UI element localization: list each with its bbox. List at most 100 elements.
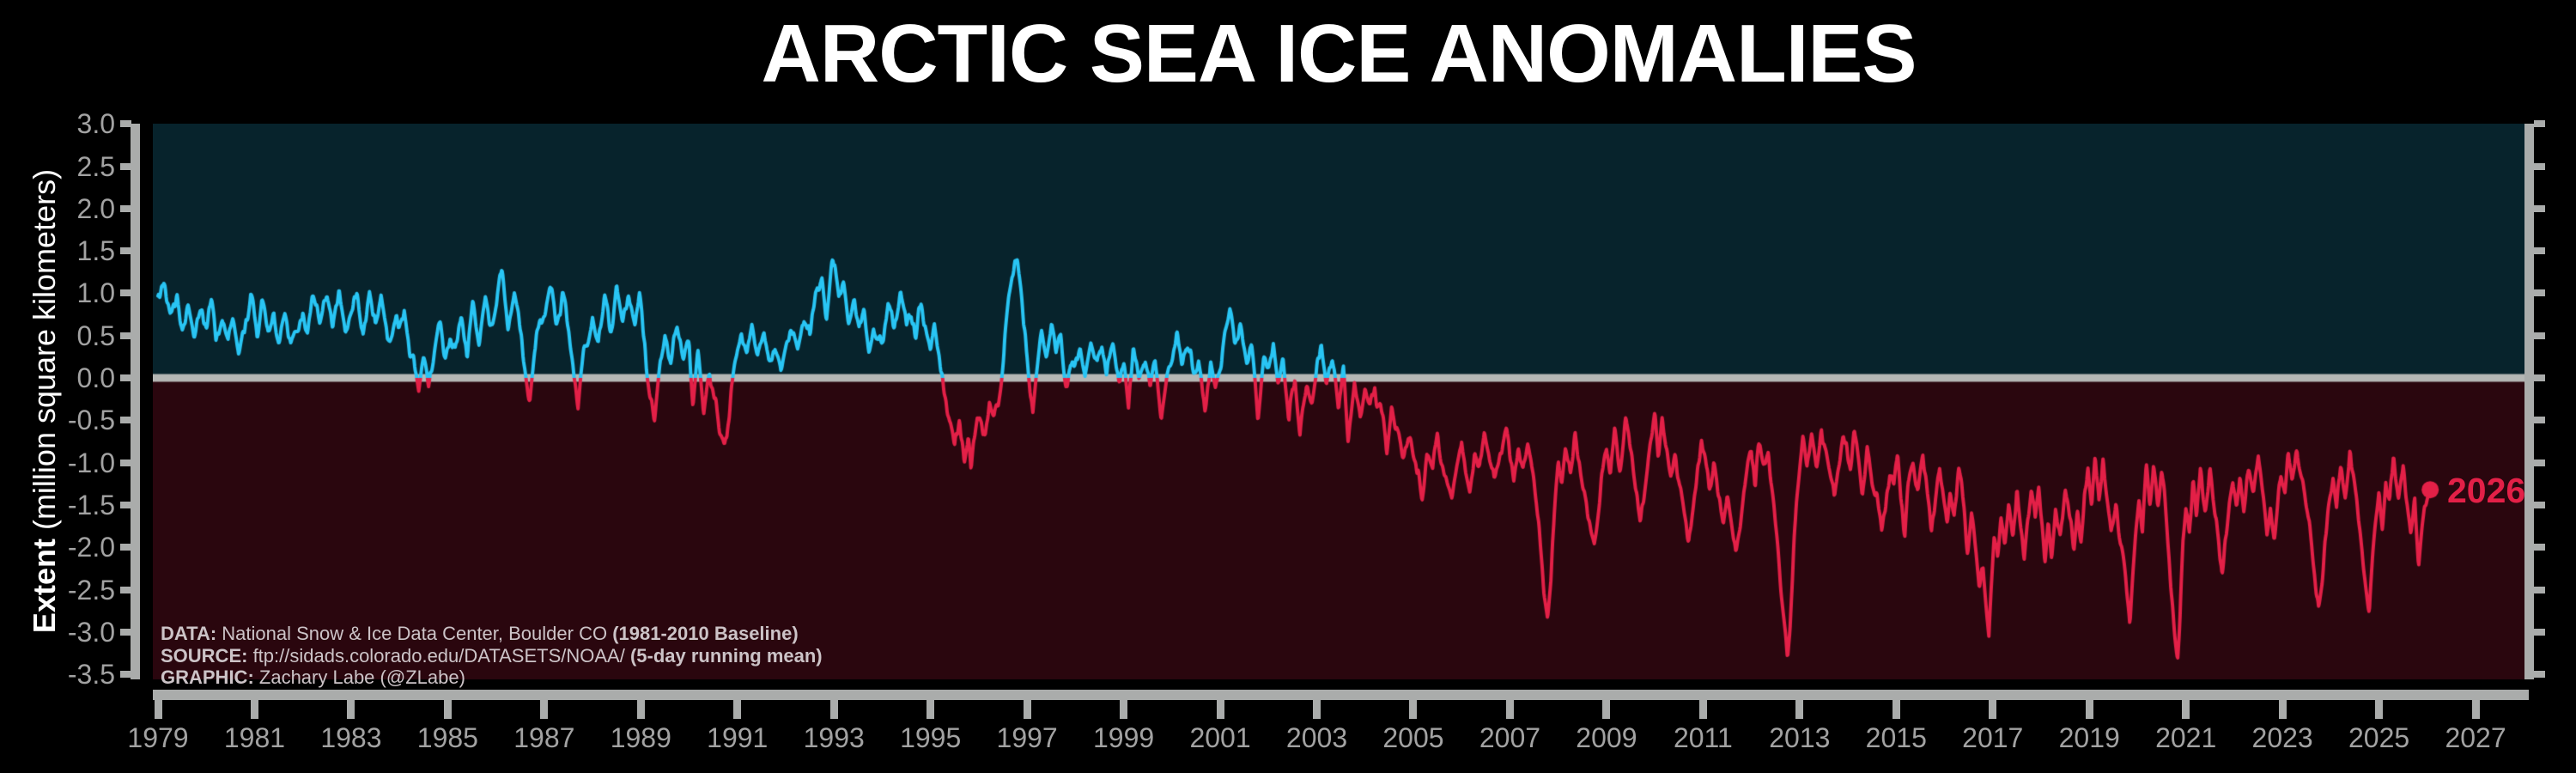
y-tick-mark-right (2534, 120, 2545, 128)
x-tick-mark (2182, 700, 2190, 719)
y-tick-mark-right (2534, 162, 2545, 170)
x-tick-mark (2375, 700, 2384, 719)
y-tick-mark-left (120, 417, 131, 424)
x-tick-label: 1985 (416, 722, 478, 753)
x-tick-label: 2001 (1189, 722, 1251, 753)
x-tick-mark (1602, 700, 1611, 719)
y-tick-mark-right (2534, 204, 2545, 212)
y-tick-mark-left (120, 120, 131, 128)
chart-title: ARCTIC SEA ICE ANOMALIES (761, 8, 1917, 100)
x-tick-mark (1023, 700, 1031, 719)
x-tick-mark (2085, 700, 2093, 719)
credits-graphic-lead: GRAPHIC: (161, 666, 254, 688)
y-tick-label: 0.5 (76, 320, 115, 351)
x-tick-label: 2003 (1285, 722, 1348, 753)
x-tick-label: 2021 (2155, 722, 2217, 753)
y-tick-mark-left (120, 162, 131, 170)
x-tick-label: 2019 (2058, 722, 2120, 753)
x-tick-label: 2015 (1865, 722, 1927, 753)
credits-graphic-body: Zachary Labe (@ZLabe) (253, 666, 465, 688)
y-tick-mark-right (2534, 247, 2545, 255)
x-tick-mark (636, 700, 645, 719)
credits-line-graphic: GRAPHIC: Zachary Labe (@ZLabe) (161, 666, 823, 689)
x-tick-label: 1995 (900, 722, 962, 753)
y-tick-mark-left (120, 586, 131, 593)
credits-data-lead: DATA: (161, 623, 217, 644)
y-tick-label: -1.0 (67, 447, 115, 478)
y-tick-label: -3.5 (67, 659, 115, 691)
x-tick-mark (927, 700, 935, 719)
x-tick-mark (540, 700, 549, 719)
x-tick-mark (443, 700, 452, 719)
x-tick-mark (1120, 700, 1128, 719)
y-tick-mark-right (2534, 501, 2545, 508)
y-tick-mark-left (120, 204, 131, 212)
y-tick-label: 0.0 (76, 362, 115, 393)
y-tick-mark-right (2534, 374, 2545, 381)
x-tick-mark (829, 700, 838, 719)
x-tick-mark (154, 700, 162, 719)
y-tick-mark-right (2534, 332, 2545, 339)
x-tick-label: 2011 (1673, 722, 1733, 753)
x-tick-label: 2009 (1576, 722, 1637, 753)
x-tick-label: 2005 (1382, 722, 1444, 753)
x-tick-mark (733, 700, 742, 719)
x-tick-label: 2017 (1962, 722, 2024, 753)
credits-data-tail: (1981-2010 Baseline) (612, 623, 799, 644)
x-tick-label: 2023 (2251, 722, 2313, 753)
y-tick-mark-right (2534, 671, 2545, 679)
y-tick-mark-left (120, 544, 131, 551)
x-tick-label: 2027 (2445, 722, 2506, 753)
anomaly-line-chart (153, 124, 2524, 679)
y-tick-mark-left (120, 501, 131, 508)
y-axis-title-units: (million square kilometers) (27, 168, 62, 539)
x-tick-label: 2013 (1769, 722, 1831, 753)
y-tick-label: -1.5 (67, 489, 115, 520)
credits-source-lead: SOURCE: (161, 644, 248, 666)
y-tick-label: 2.5 (76, 150, 115, 182)
x-tick-mark (2278, 700, 2287, 719)
x-tick-mark (1505, 700, 1514, 719)
y-tick-label: 1.0 (76, 277, 115, 309)
x-tick-mark (1795, 700, 1804, 719)
x-tick-mark (250, 700, 258, 719)
y-tick-mark-left (120, 628, 131, 636)
x-tick-mark (2471, 700, 2480, 719)
x-tick-label: 2025 (2348, 722, 2410, 753)
x-tick-label: 1993 (803, 722, 865, 753)
credits-line-data: DATA: National Snow & Ice Data Center, B… (161, 623, 823, 645)
x-tick-label: 1989 (610, 722, 671, 753)
y-tick-label: 2.0 (76, 192, 115, 224)
y-tick-mark-left (120, 332, 131, 339)
x-tick-label: 1979 (127, 722, 189, 753)
x-tick-mark (1313, 700, 1321, 719)
x-tick-label: 1991 (707, 722, 769, 753)
y-tick-mark-left (120, 459, 131, 466)
y-tick-mark-right (2534, 544, 2545, 551)
y-tick-label: -0.5 (67, 405, 115, 436)
y-tick-mark-right (2534, 417, 2545, 424)
x-tick-mark (1892, 700, 1900, 719)
y-tick-mark-right (2534, 459, 2545, 466)
y-tick-label: 1.5 (76, 235, 115, 267)
x-tick-label: 1981 (223, 722, 286, 753)
x-tick-label: 1987 (513, 722, 575, 753)
credits-data-body: National Snow & Ice Data Center, Boulder… (216, 623, 613, 644)
x-tick-mark (1409, 700, 1418, 719)
y-tick-label: -3.0 (67, 616, 115, 648)
y-tick-mark-left (120, 374, 131, 381)
x-tick-label: 2007 (1479, 722, 1541, 753)
y-tick-mark-right (2534, 628, 2545, 636)
x-tick-mark (1216, 700, 1224, 719)
y-tick-label: 3.0 (76, 108, 115, 140)
credits-line-source: SOURCE: ftp://sidads.colorado.edu/DATASE… (161, 645, 823, 667)
y-tick-mark-left (120, 289, 131, 297)
y-tick-label: -2.0 (67, 532, 115, 563)
plot-area: 2026 DATA: National Snow & Ice Data Cent… (153, 124, 2526, 688)
x-tick-mark (1989, 700, 1997, 719)
end-year-label: 2026 (2447, 471, 2526, 510)
y-tick-mark-right (2534, 289, 2545, 297)
credits-source-body: ftp://sidads.colorado.edu/DATASETS/NOAA/ (247, 644, 630, 666)
x-tick-mark (347, 700, 355, 719)
